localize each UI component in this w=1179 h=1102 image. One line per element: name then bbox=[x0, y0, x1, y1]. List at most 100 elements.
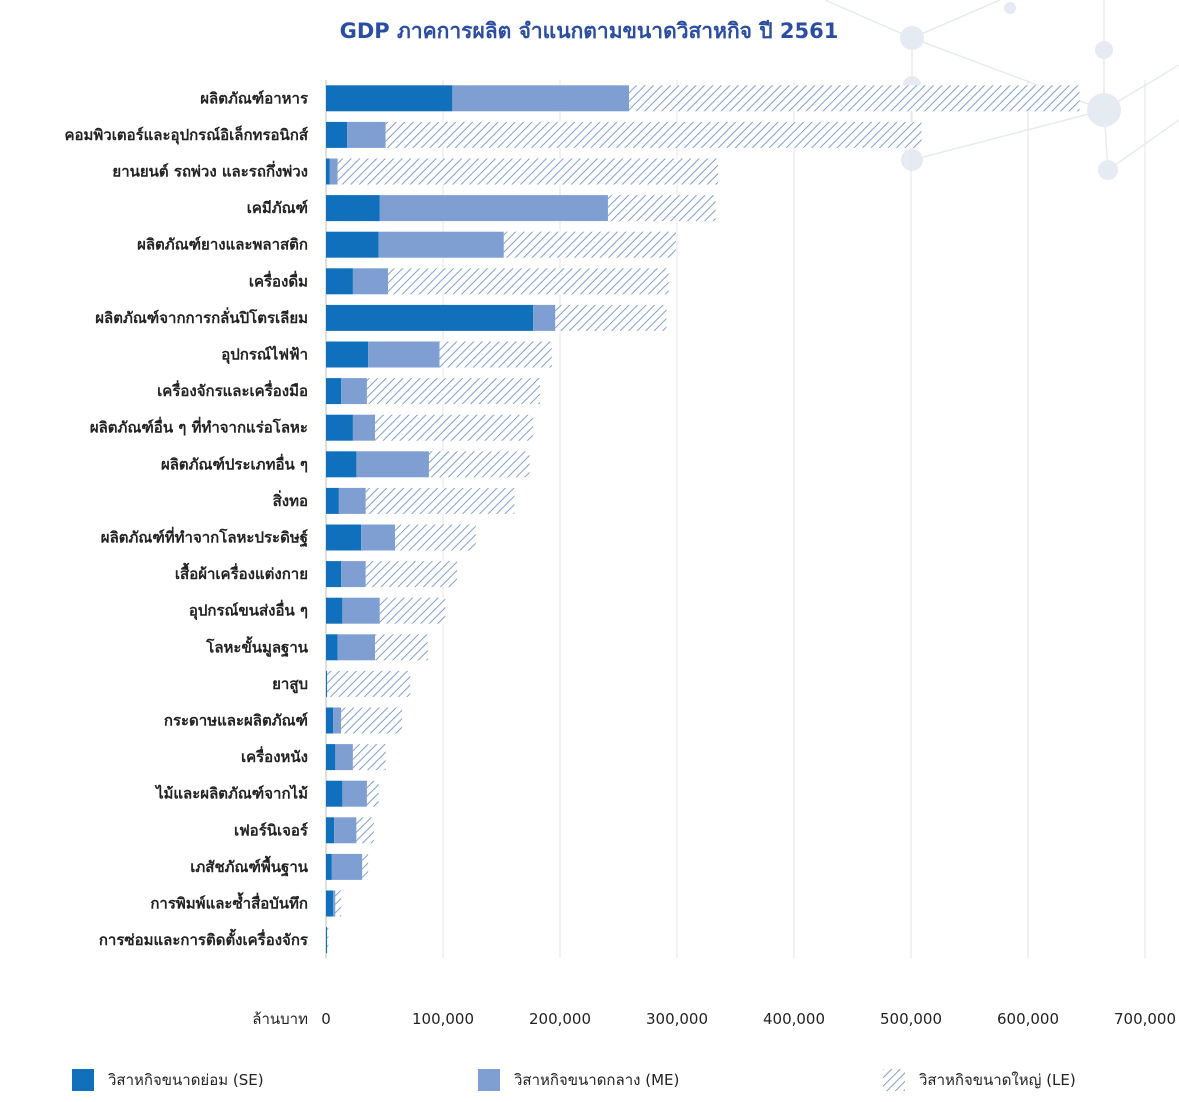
category-label: เครื่องดื่ม bbox=[249, 270, 308, 290]
x-tick-label: 500,000 bbox=[880, 1010, 942, 1028]
category-label: ผลิตภัณฑ์ยางและพลาสติก bbox=[137, 236, 308, 254]
bar-segment bbox=[365, 487, 515, 514]
category-label: ไม้และผลิตภัณฑ์จากไม้ bbox=[154, 784, 308, 803]
bar-segment bbox=[361, 524, 396, 551]
bar-segment bbox=[342, 780, 367, 807]
category-label: ผลิตภัณฑ์ประเภทอื่น ๆ bbox=[161, 453, 308, 473]
x-tick-label: 400,000 bbox=[763, 1010, 825, 1028]
bar-segment bbox=[503, 231, 676, 258]
bar-segment bbox=[326, 487, 339, 514]
category-label: เครื่องจักรและเครื่องมือ bbox=[157, 380, 308, 400]
bar-segment bbox=[329, 158, 338, 185]
bar-segment bbox=[326, 121, 348, 148]
bar-segment bbox=[352, 268, 389, 295]
category-label: การซ่อมและการติดตั้งเครื่องจักร bbox=[99, 928, 309, 949]
category-label: เฟอร์นิเจอร์ bbox=[234, 821, 309, 839]
bar-segment bbox=[333, 707, 342, 734]
bar-segment bbox=[366, 378, 541, 405]
bar-segment bbox=[327, 670, 411, 697]
bar-segment bbox=[428, 451, 530, 478]
category-label: โลหะขั้นมูลฐาน bbox=[205, 635, 308, 657]
bar-segment bbox=[342, 597, 380, 624]
bar-segment bbox=[327, 927, 329, 954]
category-label: ผลิตภัณฑ์อื่น ๆ ที่ทำจากแร่อโลหะ bbox=[90, 417, 308, 437]
bar-segment bbox=[326, 304, 534, 331]
bar-segment bbox=[337, 634, 376, 661]
category-label: เครื่องหนัง bbox=[241, 746, 308, 766]
bar-segment bbox=[326, 451, 357, 478]
legend-label: วิสาหกิจขนาดใหญ่ (LE) bbox=[918, 1071, 1075, 1089]
bar-segment bbox=[326, 524, 362, 551]
bar-segment bbox=[326, 707, 334, 734]
bar-segment bbox=[439, 341, 552, 368]
bar-segment bbox=[335, 890, 342, 917]
bar-segment bbox=[356, 451, 429, 478]
bars bbox=[326, 85, 1080, 954]
bar-segment bbox=[326, 597, 343, 624]
bar-segment bbox=[356, 817, 374, 844]
legend-swatch bbox=[883, 1069, 905, 1091]
category-label: ผลิตภัณฑ์อาหาร bbox=[200, 89, 309, 107]
bar-segment bbox=[607, 195, 716, 222]
bar-segment bbox=[331, 853, 363, 880]
bar-segment bbox=[338, 487, 366, 514]
bar-segment bbox=[347, 121, 386, 148]
x-tick-label: 0 bbox=[321, 1010, 331, 1028]
x-tick-label: 100,000 bbox=[412, 1010, 474, 1028]
bar-segment bbox=[375, 634, 428, 661]
bar-segment bbox=[341, 561, 366, 588]
grid-lines bbox=[325, 80, 1146, 959]
bar-segment bbox=[326, 158, 330, 185]
bar-segment bbox=[352, 414, 376, 441]
bar-segment bbox=[326, 414, 353, 441]
bar-segment bbox=[341, 707, 403, 734]
chart-title: GDP ภาคการผลิต จำแนกตามขนาดวิสาหกิจ ปี 2… bbox=[340, 19, 839, 43]
category-label: เสื้อผ้าเครื่องแต่งกาย bbox=[175, 562, 308, 583]
bar-segment bbox=[388, 268, 669, 295]
category-label: ผลิตภัณฑ์จากการกลั่นปิโตรเลียม bbox=[95, 307, 308, 327]
bar-segment bbox=[365, 561, 458, 588]
category-label: เภสัชภัณฑ์พื้นฐาน bbox=[190, 855, 308, 877]
bar-segment bbox=[326, 561, 342, 588]
bar-segment bbox=[326, 780, 343, 807]
bar-segment bbox=[341, 378, 367, 405]
bar-segment bbox=[326, 890, 334, 917]
category-labels: ผลิตภัณฑ์อาหารคอมพิวเตอร์และอุปกรณ์อิเล็… bbox=[64, 89, 308, 949]
legend-swatch bbox=[72, 1069, 94, 1091]
category-label: อุปกรณ์ขนส่งอื่น ๆ bbox=[189, 600, 308, 621]
category-label: ยานยนต์ รถพ่วง และรถกึ่งพ่วง bbox=[112, 161, 308, 181]
x-tick-label: 300,000 bbox=[646, 1010, 708, 1028]
category-label: เคมีภัณฑ์ bbox=[247, 199, 308, 217]
bar-segment bbox=[395, 524, 476, 551]
bar-segment bbox=[333, 890, 336, 917]
bar-segment bbox=[352, 744, 386, 771]
legend-label: วิสาหกิจขนาดกลาง (ME) bbox=[513, 1071, 679, 1089]
legend: วิสาหกิจขนาดย่อม (SE) วิสาหกิจขนาดกลาง (M… bbox=[72, 1069, 1076, 1091]
x-axis-ticks: 0 100,000 200,000 300,000 400,000 500,000 600,… bbox=[321, 1010, 1176, 1028]
category-label: สิ่งทอ bbox=[273, 490, 308, 510]
x-axis-label: ล้านบาท bbox=[252, 1010, 308, 1028]
bar-segment bbox=[378, 231, 504, 258]
bar-segment bbox=[366, 780, 379, 807]
bar-segment bbox=[326, 341, 369, 368]
bar-segment bbox=[379, 597, 446, 624]
bar-segment bbox=[375, 414, 534, 441]
bar-segment bbox=[379, 195, 608, 222]
bar-segment bbox=[326, 378, 342, 405]
legend-label: วิสาหกิจขนาดย่อม (SE) bbox=[107, 1071, 263, 1089]
legend-swatch bbox=[478, 1069, 500, 1091]
category-label: การพิมพ์และซ้ำสื่อบันทึก bbox=[150, 892, 308, 913]
bar-segment bbox=[337, 158, 718, 185]
category-label: อุปกรณ์ไฟฟ้า bbox=[221, 345, 308, 365]
bar-segment bbox=[326, 670, 328, 697]
bar-segment bbox=[326, 817, 335, 844]
bar-segment bbox=[533, 304, 556, 331]
bar-segment bbox=[326, 85, 453, 112]
bar-segment bbox=[326, 195, 380, 222]
bar-segment bbox=[326, 853, 332, 880]
bar-segment bbox=[326, 744, 336, 771]
x-tick-label: 700,000 bbox=[1114, 1010, 1176, 1028]
bar-segment bbox=[452, 85, 630, 112]
bar-segment bbox=[555, 304, 667, 331]
